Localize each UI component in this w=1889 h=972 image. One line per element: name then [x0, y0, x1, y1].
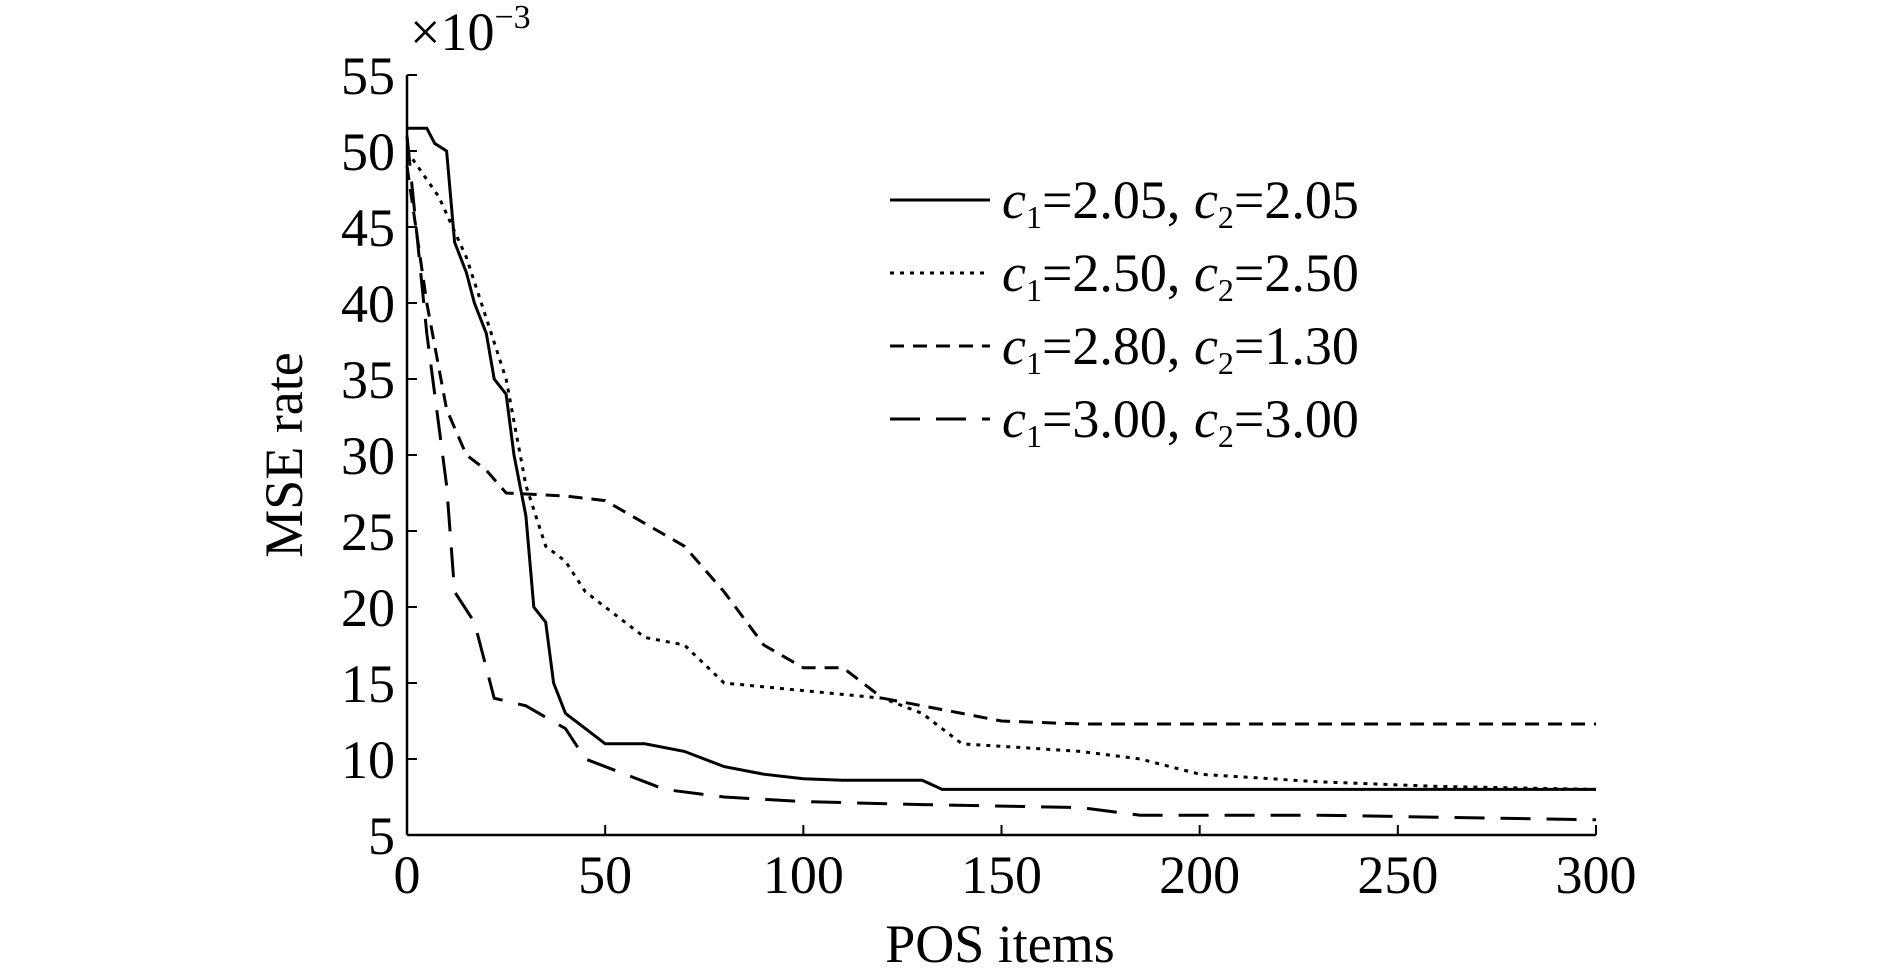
legend-var: c: [1194, 170, 1218, 230]
x-tick-label: 250: [1357, 845, 1438, 905]
y-tick-label: 30: [341, 426, 395, 486]
legend-var: c: [1002, 243, 1026, 303]
y-tick-label: 10: [341, 730, 395, 790]
legend-label: c1=2.50, c2=2.50: [1002, 243, 1359, 308]
legend-var: c: [1002, 389, 1026, 449]
legend-subscript: 1: [1026, 418, 1042, 454]
legend-text: =2.05: [1234, 170, 1359, 230]
legend-var: c: [1194, 316, 1218, 376]
legend-var: c: [1002, 316, 1026, 376]
x-tick-label: 100: [763, 845, 844, 905]
legend-subscript: 1: [1026, 199, 1042, 235]
y-tick-label: 20: [341, 578, 395, 638]
y-tick-label: 5: [368, 806, 395, 866]
y-scale-exponent: −3: [494, 0, 530, 36]
series-line: [407, 126, 1596, 791]
x-tick-label: 0: [394, 845, 421, 905]
y-tick-label: 50: [341, 122, 395, 182]
legend-subscript: 1: [1026, 345, 1042, 381]
legend-text: =2.05,: [1042, 170, 1194, 230]
x-axis-label: POS items: [885, 914, 1115, 972]
x-tick-label: 150: [961, 845, 1042, 905]
x-tick-label: 300: [1556, 845, 1637, 905]
x-tick-label: 200: [1159, 845, 1240, 905]
y-tick-label: 25: [341, 502, 395, 562]
legend-text: =2.50: [1234, 243, 1359, 303]
y-axis-label: MSE rate: [254, 352, 314, 557]
x-tick-label: 50: [578, 845, 632, 905]
legend-label: c1=2.05, c2=2.05: [1002, 170, 1359, 235]
legend-text: =2.80,: [1042, 316, 1194, 376]
y-tick-label: 55: [341, 46, 395, 106]
y-tick-label: 45: [341, 198, 395, 258]
series-line: [405, 135, 1597, 822]
legend-label: c1=3.00, c2=3.00: [1002, 389, 1359, 454]
series-line: [405, 165, 1596, 726]
legend-subscript: 2: [1218, 199, 1234, 235]
legend-subscript: 2: [1218, 272, 1234, 308]
legend-text: =1.30: [1234, 316, 1359, 376]
y-tick-label: 35: [341, 350, 395, 410]
legend-subscript: 2: [1218, 345, 1234, 381]
y-tick-label: 15: [341, 654, 395, 714]
y-scale-base: ×10: [410, 2, 494, 62]
legend-subscript: 1: [1026, 272, 1042, 308]
legend-text: =2.50,: [1042, 243, 1194, 303]
legend-text: =3.00: [1234, 389, 1359, 449]
legend-subscript: 2: [1218, 418, 1234, 454]
legend-var: c: [1002, 170, 1026, 230]
y-tick-label: 40: [341, 274, 395, 334]
legend-label: c1=2.80, c2=1.30: [1002, 316, 1359, 381]
legend-var: c: [1194, 389, 1218, 449]
legend-text: =3.00,: [1042, 389, 1194, 449]
legend-var: c: [1194, 243, 1218, 303]
y-scale-label: ×10−3: [410, 0, 531, 62]
